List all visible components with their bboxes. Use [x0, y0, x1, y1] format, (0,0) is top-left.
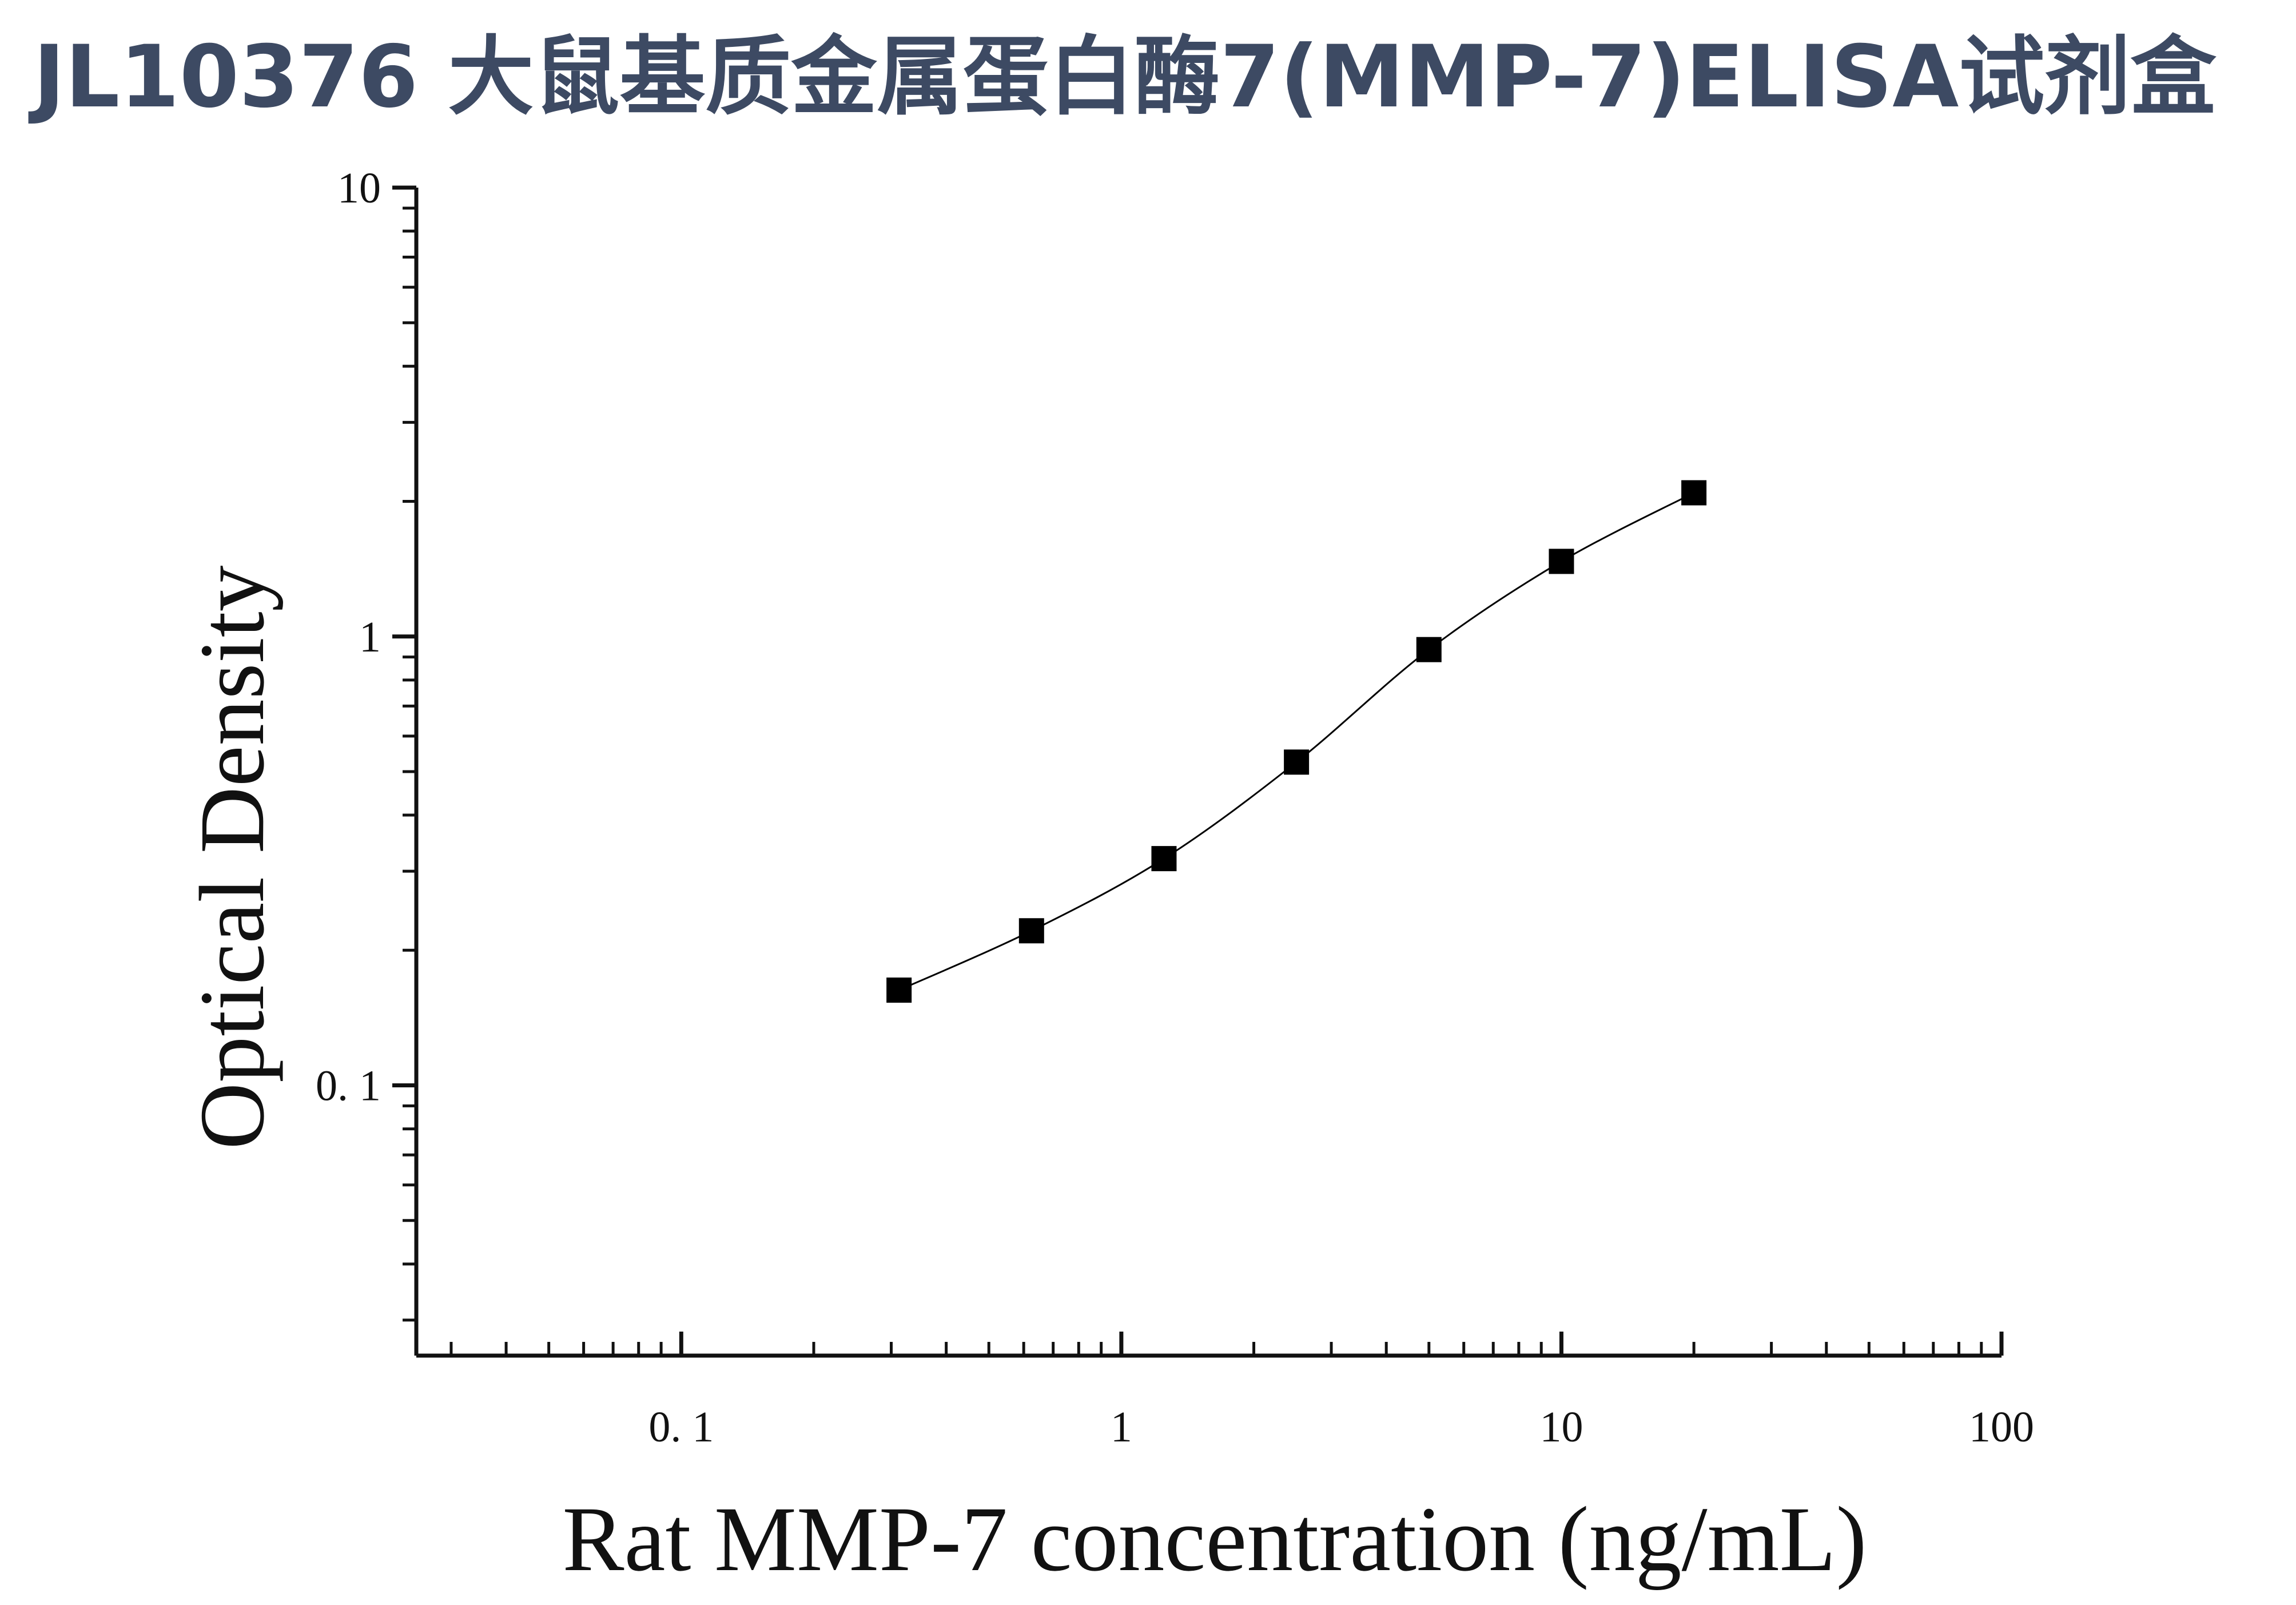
y-tick-label: 1 [359, 613, 381, 661]
data-point [886, 978, 912, 1003]
data-point [1416, 637, 1442, 662]
axes [392, 188, 2001, 1356]
data-point [1284, 749, 1309, 774]
data-point [1549, 549, 1574, 574]
y-axis-title: Optical Density [181, 565, 284, 1149]
data-point [1019, 918, 1044, 943]
y-tick-label: 0. 1 [316, 1062, 381, 1110]
x-tick-label: 0. 1 [648, 1403, 714, 1451]
y-tick-label: 10 [337, 164, 381, 212]
x-axis-title: Rat MMP-7 concentration (ng/mL) [562, 1488, 1867, 1591]
data-points-layer [886, 480, 1706, 1003]
fit-curve [899, 493, 1694, 990]
x-tick-label: 1 [1111, 1403, 1132, 1451]
axis-labels-layer: 0. 1 1 10 100 0. 1 1 10 Rat MMP-7 concentration… [181, 164, 2034, 1591]
data-point [1681, 480, 1706, 506]
data-point [1151, 846, 1176, 871]
fit-curve-layer [899, 493, 1694, 990]
x-tick-label: 10 [1539, 1403, 1583, 1451]
x-tick-label: 100 [1969, 1403, 2034, 1451]
